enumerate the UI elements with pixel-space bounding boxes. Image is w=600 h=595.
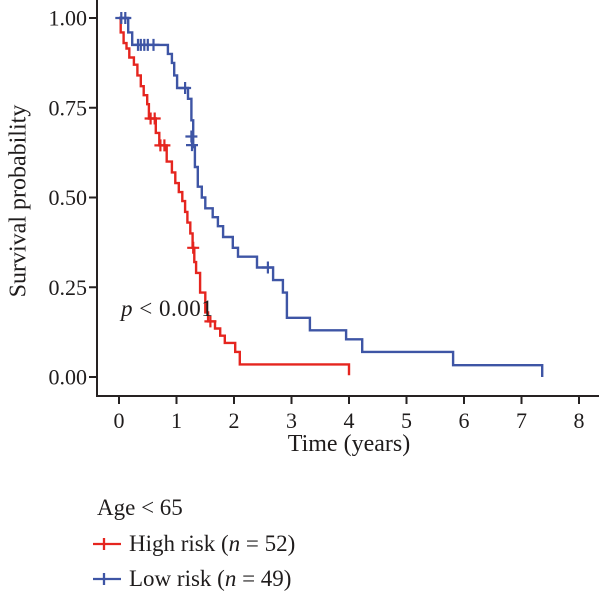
x-axis-title: Time (years) bbox=[287, 431, 411, 457]
survival-chart: 0.00 0.25 0.50 0.75 1.00 0 1 2 3 4 5 6 7 8 bbox=[49, 0, 599, 433]
x-tick-label: 7 bbox=[516, 408, 527, 433]
y-tick-label: 1.00 bbox=[49, 6, 88, 31]
legend-label-pre: High risk ( bbox=[129, 531, 229, 556]
x-tick-label: 5 bbox=[401, 408, 412, 433]
x-tick-label: 3 bbox=[286, 408, 297, 433]
censor-mark-low-risk bbox=[119, 12, 132, 24]
censor-mark-high-risk bbox=[204, 315, 217, 328]
censor-mark-low-risk bbox=[179, 82, 192, 94]
legend-item-low-risk: Low risk (n = 49) bbox=[92, 566, 295, 592]
censor-mark-high-risk bbox=[148, 112, 161, 125]
legend-n-symbol: n bbox=[224, 566, 237, 591]
x-tick-label: 0 bbox=[114, 408, 125, 433]
censor-mark-low-risk bbox=[186, 139, 198, 152]
legend-item-high-risk: High risk (n = 52) bbox=[92, 531, 295, 557]
legend-title: Age < 65 bbox=[97, 495, 183, 520]
censor-mark-low-risk bbox=[147, 38, 160, 51]
x-tick-label: 8 bbox=[574, 408, 585, 433]
legend-label-post: = 49) bbox=[236, 566, 292, 591]
censor-mark-high-risk bbox=[187, 241, 200, 254]
x-tick-label: 2 bbox=[229, 408, 240, 433]
survival-curve-low-risk bbox=[119, 16, 544, 377]
p-symbol: p bbox=[121, 296, 133, 321]
censor-mark-high-risk bbox=[158, 139, 171, 152]
y-tick-label: 0.00 bbox=[49, 365, 88, 390]
survival-curve-high-risk bbox=[119, 16, 351, 376]
x-tick-label: 6 bbox=[459, 408, 470, 433]
legend-label-pre: Low risk ( bbox=[129, 566, 225, 591]
legend: Age < 65 High risk (n = 52) Low risk (n … bbox=[92, 495, 295, 592]
y-tick-label: 0.25 bbox=[49, 275, 88, 300]
censor-mark-low-risk bbox=[261, 261, 274, 274]
x-tick-label: 4 bbox=[344, 408, 355, 433]
x-tick-label: 1 bbox=[171, 408, 182, 433]
y-tick-label: 0.50 bbox=[49, 185, 88, 210]
legend-label-low-risk: Low risk (n = 49) bbox=[129, 566, 291, 592]
p-value-annotation: p < 0.001 bbox=[121, 296, 213, 322]
low-risk-line-marker-icon bbox=[93, 573, 121, 585]
p-value-text: < 0.001 bbox=[133, 296, 214, 321]
legend-label-high-risk: High risk (n = 52) bbox=[129, 531, 295, 557]
legend-n-symbol: n bbox=[228, 531, 241, 556]
y-axis-title: Survival probability bbox=[5, 104, 32, 298]
legend-label-post: = 52) bbox=[240, 531, 296, 556]
y-tick-label: 0.75 bbox=[49, 95, 88, 120]
high-risk-line-marker-icon bbox=[93, 538, 121, 550]
